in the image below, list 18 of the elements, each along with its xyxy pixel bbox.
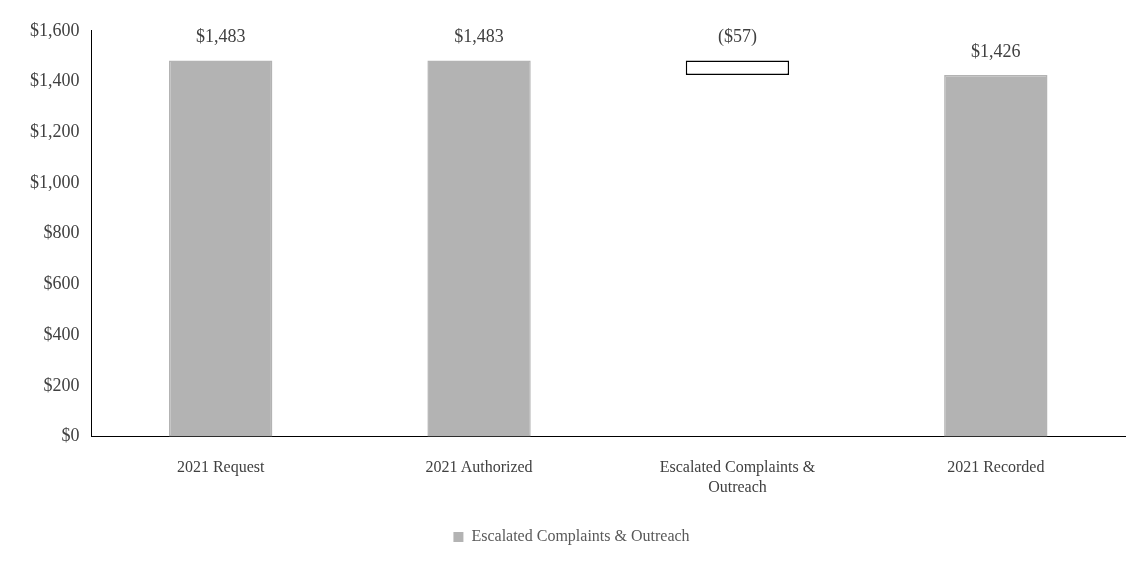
y-tick-label: $0 — [61, 425, 80, 446]
data-label: ($57) — [717, 26, 757, 48]
y-tick-label: $600 — [43, 273, 80, 294]
y-tick-label: $1,600 — [30, 19, 80, 40]
data-label: $1,483 — [195, 26, 246, 47]
y-tick-label: $1,400 — [30, 70, 80, 91]
y-tick-label: $200 — [43, 374, 80, 395]
legend-label: Escalated Complaints & Outreach — [471, 527, 690, 546]
x-tick-label: Escalated Complaints & Outreach — [659, 458, 816, 495]
x-tick-label: 2021 Request — [176, 458, 266, 477]
x-tick-label: 2021 Authorized — [425, 458, 533, 476]
y-tick-label: $1,200 — [30, 120, 80, 141]
y-tick-label: $400 — [43, 323, 80, 344]
y-tick-label: $1,000 — [30, 171, 80, 192]
data-label: $1,483 — [454, 26, 504, 47]
x-tick-label: 2021 Recorded — [947, 458, 1045, 476]
y-tick-label: $800 — [43, 222, 80, 243]
data-label: $1,426 — [971, 40, 1021, 61]
